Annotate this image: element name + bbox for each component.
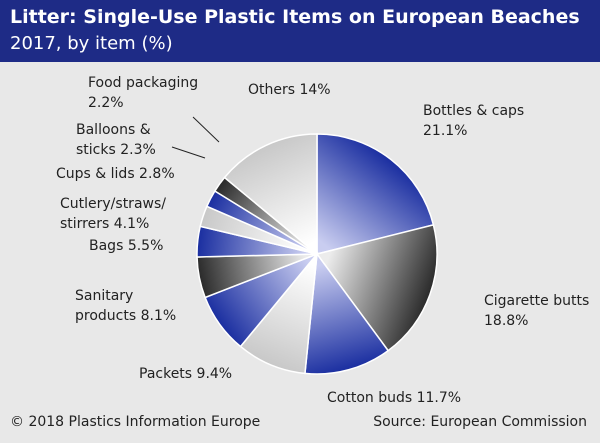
slice-label: Bottles & caps 21.1% [423, 103, 524, 139]
source-note: Source: European Commission [373, 414, 587, 430]
slice-label: Cups & lids 2.8% [56, 166, 175, 182]
pie-slice-bottles-caps [316, 133, 435, 255]
slice-label: Cutlery/straws/stirrers 4.1% [60, 196, 166, 232]
chart-header: Litter: Single-Use Plastic Items on Euro… [0, 0, 600, 62]
pie-slice-cigarette-butts [315, 223, 438, 352]
pie-slice-cotton-buds [304, 251, 390, 375]
slice-label: Food packaging 2.2% [88, 75, 198, 111]
slice-label: Others 14% [248, 82, 331, 98]
slice-label: Sanitary products 8.1% [75, 288, 176, 324]
slice-label: Bags 5.5% [89, 238, 163, 254]
pie-slice-others [223, 133, 318, 256]
slice-label: Packets 9.4% [139, 366, 232, 382]
slice-label: Cigarette butts 18.8% [484, 293, 589, 329]
chart-subtitle: 2017, by item (%) [10, 33, 173, 54]
copyright-note: © 2018 Plastics Information Europe [10, 414, 261, 430]
leader-line [171, 146, 206, 159]
leader-line [192, 116, 220, 143]
slice-label: Cotton buds 11.7% [327, 390, 461, 406]
chart-title: Litter: Single-Use Plastic Items on Euro… [10, 6, 580, 28]
slice-label: Balloons & sticks 2.3% [76, 122, 156, 158]
